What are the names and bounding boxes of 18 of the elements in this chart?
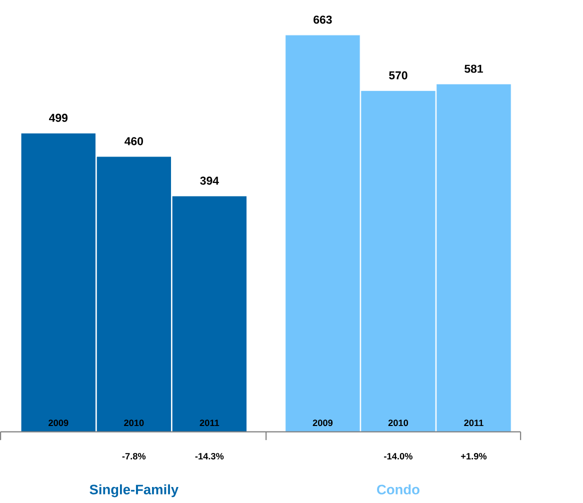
text: -14.3%: [195, 452, 224, 460]
data-label: 499: [49, 114, 68, 122]
x-tick-label: 2011: [464, 419, 484, 426]
text: Single-Family: [90, 484, 178, 497]
text: -14.0%: [384, 452, 412, 460]
data-label: 570: [389, 71, 408, 80]
data-label: 581: [464, 64, 483, 73]
text: +1.9%: [461, 452, 487, 460]
text: Condo: [377, 484, 420, 494]
x-tick-label: 2009: [48, 419, 68, 426]
data-label: 663: [314, 15, 332, 24]
text: -7.8%: [122, 452, 146, 460]
data-label: 460: [124, 136, 143, 145]
data-label: 394: [200, 176, 219, 185]
x-tick-label: 2010: [124, 419, 144, 426]
x-tick-label: 2011: [200, 419, 220, 426]
x-tick-label: 2010: [388, 419, 408, 426]
x-tick-label: 2009: [312, 419, 333, 426]
